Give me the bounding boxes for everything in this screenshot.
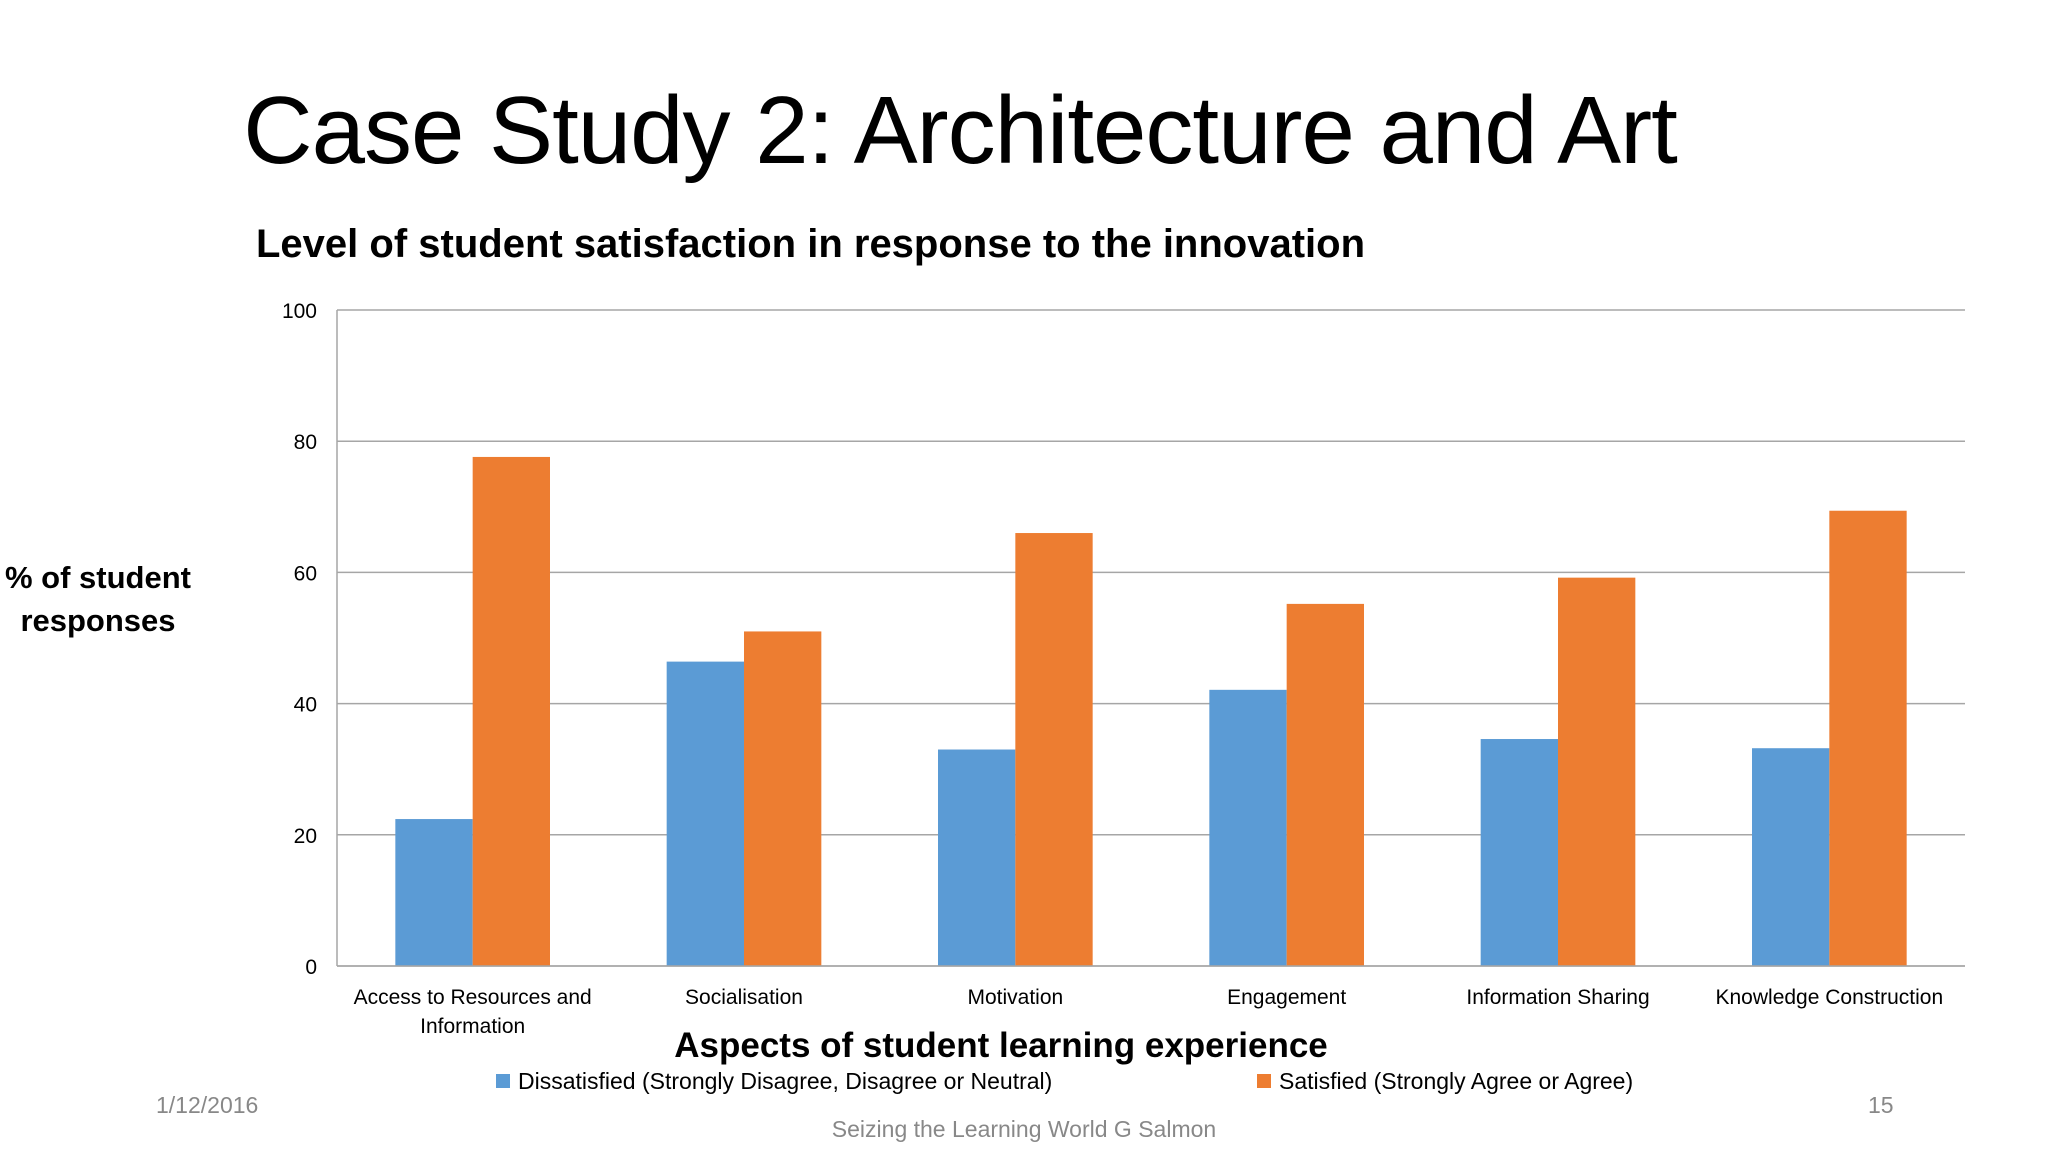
x-tick-label: Information bbox=[420, 1015, 525, 1038]
y-axis-label-line-2: responses bbox=[20, 603, 176, 638]
bar-dissatisfied bbox=[1480, 739, 1558, 966]
x-tick-label: Information Sharing bbox=[1466, 986, 1649, 1009]
bar-dissatisfied bbox=[938, 749, 1016, 966]
bar-satisfied bbox=[1015, 533, 1093, 966]
bar-dissatisfied bbox=[1752, 748, 1830, 966]
y-tick-label: 80 bbox=[294, 431, 317, 454]
slide-title: Case Study 2: Architecture and Art bbox=[243, 77, 1677, 184]
legend-label-dissatisfied: Dissatisfied (Strongly Disagree, Disagre… bbox=[518, 1068, 1053, 1094]
y-tick-label: 0 bbox=[305, 956, 317, 979]
legend-item-satisfied: Satisfied (Strongly Agree or Agree) bbox=[1257, 1068, 1633, 1095]
y-tick-label: 40 bbox=[294, 694, 317, 717]
bar-satisfied bbox=[472, 456, 550, 966]
x-tick-label: Motivation bbox=[967, 986, 1063, 1009]
y-tick-label: 20 bbox=[294, 825, 317, 848]
slide-footer: Seizing the Learning World G Salmon bbox=[831, 1116, 1217, 1142]
bar-satisfied bbox=[744, 631, 822, 966]
bar-dissatisfied bbox=[395, 819, 473, 966]
bar-dissatisfied bbox=[666, 661, 744, 966]
chart-title: Level of student satisfaction in respons… bbox=[256, 222, 1366, 266]
y-axis-label-line-1: % of student bbox=[5, 560, 191, 595]
bar-satisfied bbox=[1286, 603, 1364, 966]
x-tick-label: Knowledge Construction bbox=[1716, 986, 1944, 1009]
bar-dissatisfied bbox=[1209, 689, 1287, 966]
bar-satisfied bbox=[1829, 510, 1907, 966]
legend-swatch-satisfied bbox=[1257, 1073, 1271, 1088]
slide-date: 1/12/2016 bbox=[156, 1092, 259, 1118]
x-tick-label: Socialisation bbox=[685, 986, 803, 1009]
y-tick-label: 100 bbox=[282, 300, 317, 323]
bar-satisfied bbox=[1558, 577, 1636, 966]
y-axis-label: % of student responses bbox=[0, 556, 196, 642]
x-tick-label: Access to Resources and bbox=[354, 986, 592, 1009]
slide-page-number: 15 bbox=[1868, 1092, 1894, 1118]
x-tick-label: Engagement bbox=[1227, 986, 1346, 1009]
legend-label-satisfied: Satisfied (Strongly Agree or Agree) bbox=[1279, 1068, 1634, 1094]
legend-swatch-dissatisfied bbox=[496, 1073, 510, 1088]
x-axis-label: Aspects of student learning experience bbox=[674, 1026, 1328, 1065]
y-tick-label: 60 bbox=[294, 562, 317, 585]
legend-item-dissatisfied: Dissatisfied (Strongly Disagree, Disagre… bbox=[496, 1068, 1052, 1095]
